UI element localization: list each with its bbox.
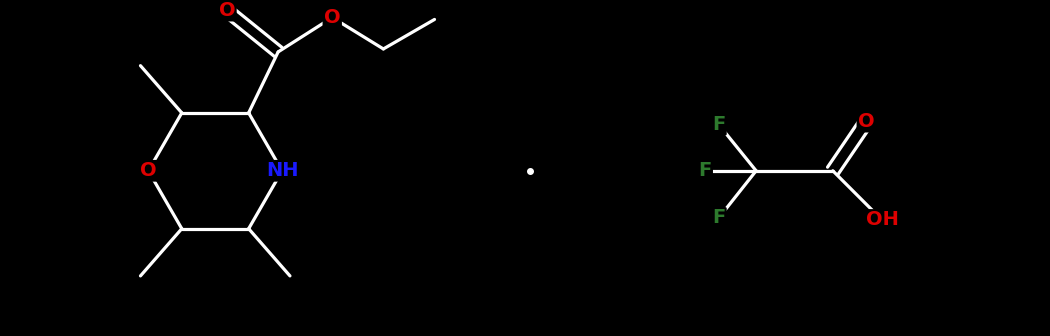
Text: F: F — [712, 115, 726, 134]
Text: O: O — [858, 112, 875, 131]
Text: F: F — [712, 208, 726, 227]
Text: O: O — [218, 1, 235, 20]
Text: F: F — [698, 161, 712, 180]
Text: OH: OH — [865, 210, 899, 229]
Text: NH: NH — [266, 161, 298, 180]
Text: O: O — [324, 8, 340, 27]
Text: O: O — [140, 161, 156, 180]
